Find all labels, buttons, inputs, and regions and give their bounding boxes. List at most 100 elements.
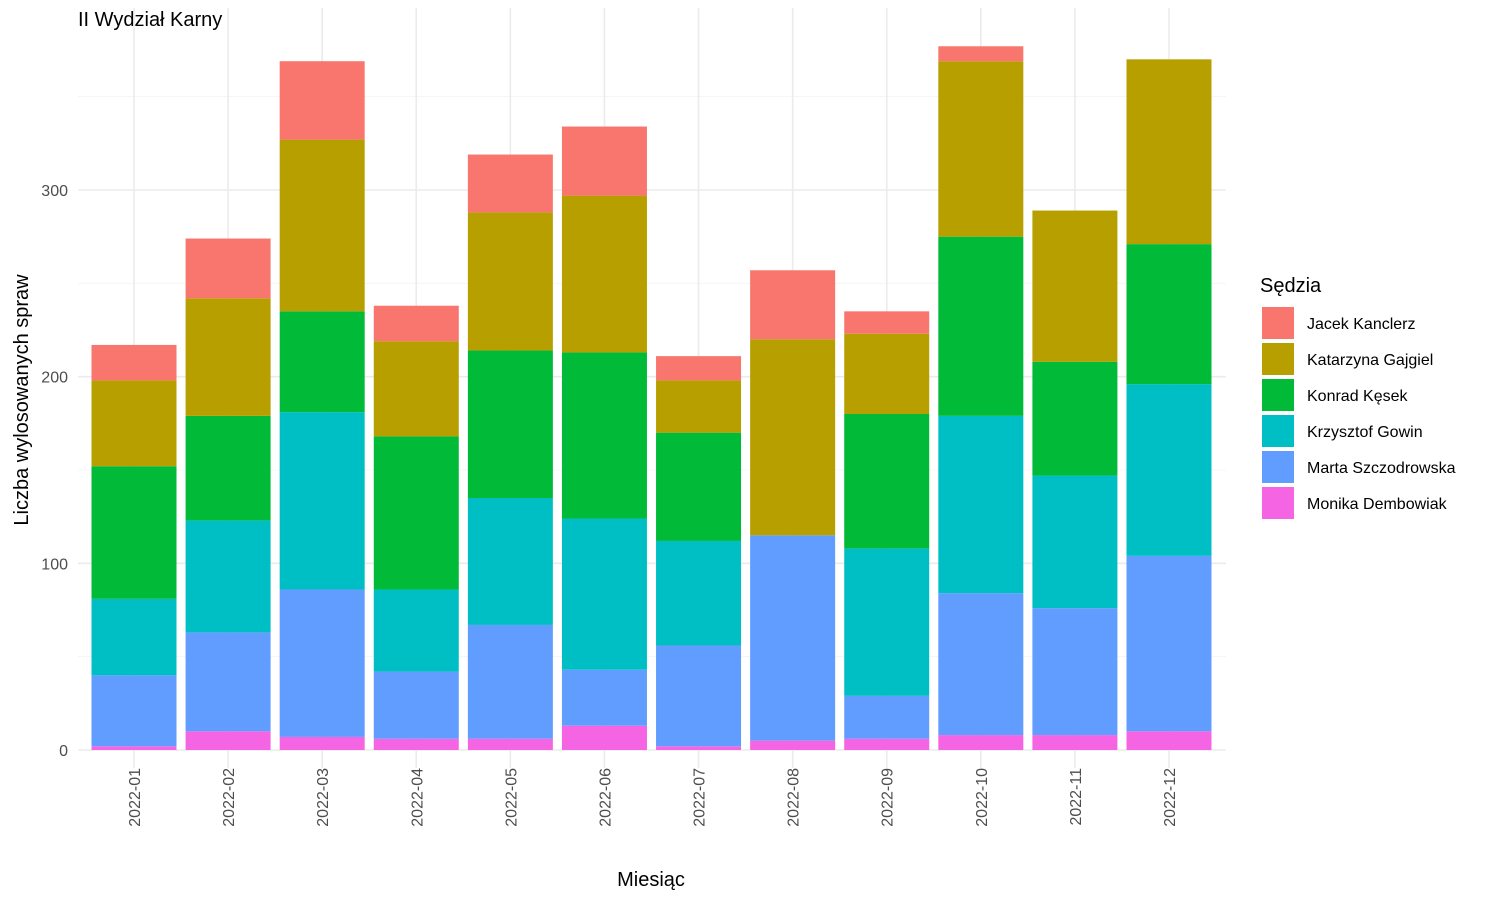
- bar-segment: [185, 632, 271, 732]
- bar-segment: [373, 305, 459, 342]
- bar-segment: [467, 154, 553, 213]
- bar-segment: [844, 738, 930, 750]
- x-tick-label: 2022-02: [221, 768, 238, 827]
- bar-segment: [185, 415, 271, 521]
- legend-label: Konrad Kęsek: [1307, 388, 1409, 405]
- bar-segment: [938, 46, 1024, 62]
- bar-segment: [561, 518, 647, 670]
- bar-segment: [656, 432, 742, 541]
- bar-segment: [844, 548, 930, 696]
- x-axis-ticks: 2022-01 2022-02 2022-03 2022-04 2022-05 2022-…: [127, 768, 1179, 827]
- bar-segment: [656, 746, 742, 750]
- bar-segment: [750, 535, 836, 741]
- y-tick-label: 0: [59, 743, 68, 760]
- x-axis-title: Miesiąc: [617, 869, 685, 891]
- bar-segment: [373, 589, 459, 672]
- bar-segment: [279, 589, 365, 737]
- bar-segment: [1126, 555, 1212, 732]
- legend-title: Sędzia: [1260, 275, 1322, 297]
- bar-segment: [1032, 361, 1118, 476]
- x-tick-label: 2022-05: [503, 768, 520, 827]
- y-tick-label: 200: [41, 370, 68, 387]
- bar-segment: [1126, 59, 1212, 245]
- x-tick-label: 2022-04: [409, 768, 426, 827]
- bar-segment: [844, 333, 930, 414]
- bar-segment: [91, 675, 177, 747]
- legend: Sędzia Jacek Kanclerz Katarzyna Gajgiel Ko…: [1260, 275, 1456, 519]
- bar-segment: [373, 738, 459, 750]
- bar-segment: [938, 61, 1024, 237]
- x-tick-label: 2022-06: [597, 768, 614, 827]
- bar-segment: [373, 671, 459, 739]
- bars: [91, 46, 1212, 750]
- y-tick-label: 100: [41, 556, 68, 573]
- bar-segment: [1032, 608, 1118, 736]
- bar-segment: [467, 498, 553, 625]
- bar-segment: [467, 350, 553, 498]
- bar-segment: [750, 339, 836, 536]
- bar-segment: [844, 695, 930, 739]
- legend-label: Marta Szczodrowska: [1307, 460, 1456, 477]
- legend-key: [1262, 415, 1294, 447]
- bar-segment: [185, 731, 271, 750]
- legend-key: [1262, 307, 1294, 339]
- legend-label: Katarzyna Gajgiel: [1307, 352, 1433, 369]
- legend-label: Monika Dembowiak: [1307, 496, 1448, 513]
- legend-key: [1262, 451, 1294, 483]
- bar-segment: [656, 540, 742, 646]
- bar-segment: [279, 139, 365, 312]
- x-tick-label: 2022-11: [1068, 768, 1085, 826]
- chart-title: II Wydział Karny: [78, 9, 222, 31]
- y-axis-title: Liczba wylosowanych spraw: [11, 274, 33, 526]
- legend-label: Krzysztof Gowin: [1307, 424, 1423, 441]
- bar-segment: [561, 669, 647, 726]
- legend-label: Jacek Kanclerz: [1307, 316, 1416, 333]
- x-tick-label: 2022-12: [1162, 768, 1179, 827]
- x-tick-label: 2022-07: [692, 768, 709, 827]
- bar-segment: [279, 412, 365, 590]
- bar-segment: [844, 414, 930, 549]
- x-tick-label: 2022-10: [974, 768, 991, 827]
- bar-segment: [91, 466, 177, 599]
- bar-segment: [561, 352, 647, 519]
- x-tick-label: 2022-08: [786, 768, 803, 827]
- bar-segment: [279, 736, 365, 750]
- bar-segment: [1032, 210, 1118, 362]
- bar-segment: [467, 738, 553, 750]
- y-axis-ticks: 0 100 200 300: [41, 183, 68, 760]
- x-tick-label: 2022-01: [127, 768, 144, 827]
- x-tick-label: 2022-09: [880, 768, 897, 827]
- bar-segment: [750, 740, 836, 750]
- y-tick-label: 300: [41, 183, 68, 200]
- bar-segment: [467, 624, 553, 739]
- bar-segment: [373, 341, 459, 437]
- legend-key: [1262, 379, 1294, 411]
- bar-segment: [561, 126, 647, 196]
- bar-segment: [91, 380, 177, 467]
- bar-segment: [750, 270, 836, 340]
- bar-segment: [185, 520, 271, 633]
- bar-segment: [467, 212, 553, 351]
- bar-segment: [656, 380, 742, 433]
- bar-segment: [279, 61, 365, 140]
- bar-segment: [938, 236, 1024, 416]
- bar-segment: [656, 645, 742, 747]
- bar-segment: [91, 344, 177, 381]
- x-tick-label: 2022-03: [315, 768, 332, 827]
- bar-segment: [279, 311, 365, 413]
- legend-key: [1262, 343, 1294, 375]
- bar-segment: [373, 436, 459, 590]
- bar-segment: [938, 593, 1024, 736]
- bar-segment: [561, 725, 647, 750]
- bar-segment: [1032, 735, 1118, 750]
- bar-segment: [1126, 731, 1212, 750]
- bar-segment: [185, 298, 271, 416]
- bar-segment: [91, 746, 177, 750]
- bar-segment: [1126, 384, 1212, 556]
- bar-segment: [91, 598, 177, 676]
- legend-key: [1262, 487, 1294, 519]
- bar-segment: [1032, 475, 1118, 609]
- bar-segment: [656, 356, 742, 381]
- bar-segment: [844, 311, 930, 334]
